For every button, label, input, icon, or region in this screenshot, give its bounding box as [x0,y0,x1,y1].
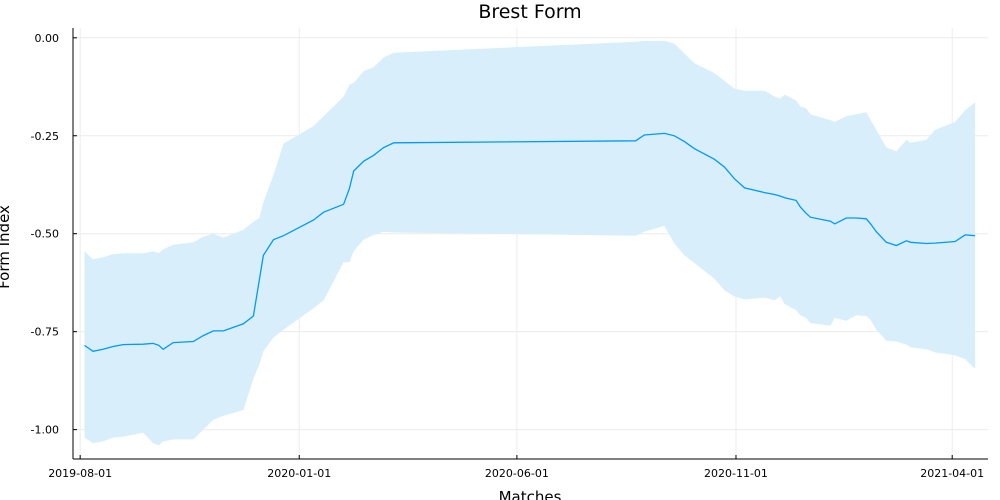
y-tick-label-1: -0.25 [31,130,59,143]
y-axis-title: Form Index [0,205,13,289]
x-tick-label-1: 2020-01-01 [267,467,331,480]
confidence-band [84,40,976,446]
x-tick-label-4: 2021-04-01 [920,467,984,480]
x-axis-ticks: 2019-08-01 2020-01-01 2020-06-01 2020-11-01… [48,455,984,480]
x-axis-title: Matches [499,488,562,500]
y-tick-label-0: 0.00 [35,32,60,45]
y-tick-label-4: -1.00 [31,424,59,437]
form-line [84,132,976,352]
y-tick-label-2: -0.50 [31,228,59,241]
chart-title: Brest Form [478,1,581,23]
x-tick-label-3: 2020-11-01 [704,467,768,480]
x-tick-label-0: 2019-08-01 [48,467,112,480]
x-tick-label-2: 2020-06-01 [485,467,549,480]
y-tick-label-3: -0.75 [31,326,59,339]
y-axis-ticks: 0.00 -0.25 -0.50 -0.75 -1.00 [31,32,77,437]
axes [72,28,988,460]
